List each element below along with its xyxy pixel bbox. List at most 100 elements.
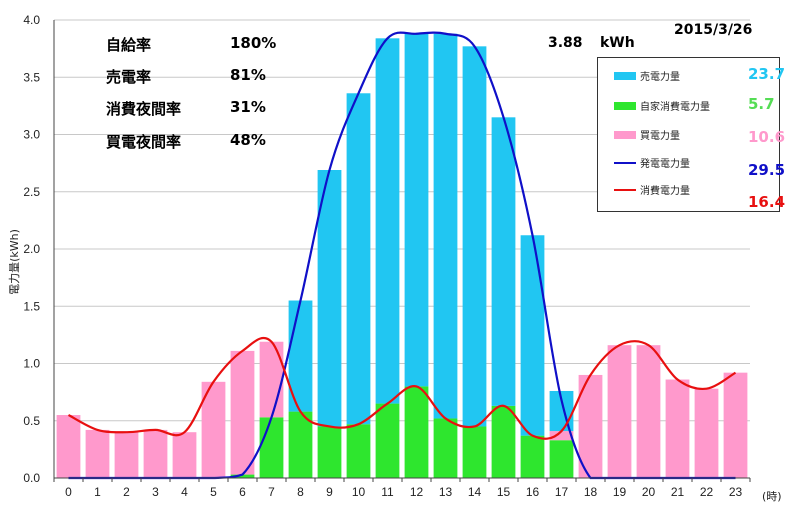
legend-value-consumption: 16.4 bbox=[748, 193, 786, 211]
stat-label-night-purchase: 買電夜間率 bbox=[106, 133, 182, 151]
bar-s2-h15 bbox=[491, 117, 516, 406]
bar-s1-h3 bbox=[143, 429, 168, 478]
bar-s0-h12 bbox=[404, 386, 429, 478]
legend-label-self-consumption: 自家消費電力量 bbox=[640, 102, 710, 113]
y-tick-label-3: 1.5 bbox=[23, 299, 40, 313]
x-tick-label-17: 17 bbox=[555, 485, 569, 499]
bar-s0-h11 bbox=[375, 403, 400, 478]
x-tick-label-5: 5 bbox=[210, 485, 217, 499]
y-tick-label-5: 2.5 bbox=[23, 185, 40, 199]
legend-item-sell: 売電力量 bbox=[614, 68, 680, 83]
x-tick-label-9: 9 bbox=[326, 485, 333, 499]
bar-s2-h12 bbox=[404, 33, 429, 387]
bar-s1-h6 bbox=[230, 350, 255, 475]
bar-s1-h17 bbox=[549, 431, 574, 441]
bar-s2-h10 bbox=[346, 93, 371, 425]
bar-s0-h17 bbox=[549, 440, 574, 478]
x-tick-label-8: 8 bbox=[297, 485, 304, 499]
bar-layer bbox=[56, 33, 748, 478]
bar-s1-h22 bbox=[694, 388, 719, 478]
bar-s0-h8 bbox=[288, 411, 313, 478]
x-tick-label-23: 23 bbox=[729, 485, 743, 499]
x-tick-label-7: 7 bbox=[268, 485, 275, 499]
axes bbox=[53, 20, 751, 482]
legend-swatch-consumption bbox=[614, 188, 636, 191]
legend-swatch-generation bbox=[614, 161, 636, 164]
bar-s1-h23 bbox=[723, 372, 748, 478]
bar-s2-h11 bbox=[375, 38, 400, 404]
y-axis-label: 電力量(kWh) bbox=[8, 229, 21, 295]
legend-item-consumption: 消費電力量 bbox=[614, 182, 690, 197]
legend-label-purchase: 買電力量 bbox=[640, 131, 680, 142]
bar-s2-h14 bbox=[462, 46, 487, 427]
y-tick-labels: 0.0 0.5 1.0 1.5 2.0 2.5 3.0 3.5 4.0 bbox=[23, 13, 40, 485]
stat-value-self-sufficiency: 180% bbox=[230, 34, 277, 52]
legend-item-purchase: 買電力量 bbox=[614, 127, 680, 142]
y-tick-label-8: 4.0 bbox=[23, 13, 40, 27]
bar-s1-h4 bbox=[172, 432, 197, 478]
stat-value-night-consumption: 31% bbox=[230, 98, 266, 116]
legend-value-self-consumption: 5.7 bbox=[748, 95, 775, 113]
total-generation-value: 3.88 bbox=[548, 35, 583, 51]
legend-label-consumption: 消費電力量 bbox=[640, 186, 690, 197]
x-tick-label-11: 11 bbox=[381, 485, 394, 499]
x-tick-label-15: 15 bbox=[497, 485, 511, 499]
stat-value-night-purchase: 48% bbox=[230, 131, 266, 149]
x-tick-label-1: 1 bbox=[94, 485, 101, 499]
legend-label-generation: 発電電力量 bbox=[640, 159, 690, 170]
x-tick-label-19: 19 bbox=[613, 485, 627, 499]
legend-swatch-self-consumption bbox=[614, 101, 636, 110]
x-axis-unit: (時) bbox=[762, 490, 782, 503]
legend-item-self-consumption: 自家消費電力量 bbox=[614, 98, 710, 113]
x-tick-label-20: 20 bbox=[642, 485, 656, 499]
x-tick-label-4: 4 bbox=[181, 485, 188, 499]
x-tick-label-0: 0 bbox=[65, 485, 72, 499]
y-tick-label-6: 3.0 bbox=[23, 128, 40, 142]
x-tick-label-12: 12 bbox=[410, 485, 424, 499]
bar-s0-h15 bbox=[491, 405, 516, 478]
legend-value-purchase: 10.6 bbox=[748, 128, 786, 146]
stat-value-sell-rate: 81% bbox=[230, 66, 266, 84]
bar-s1-h5 bbox=[201, 381, 226, 478]
bar-s0-h6 bbox=[230, 474, 255, 478]
x-tick-label-16: 16 bbox=[526, 485, 540, 499]
bar-s0-h7 bbox=[259, 417, 284, 478]
legend-swatch-purchase bbox=[614, 130, 636, 139]
bar-s1-h19 bbox=[607, 345, 632, 478]
y-tick-label-2: 1.0 bbox=[23, 357, 40, 371]
bar-s2-h9 bbox=[317, 169, 342, 427]
x-tick-label-22: 22 bbox=[700, 485, 714, 499]
x-tick-labels: 0 1 2 3 4 5 6 7 8 9 10 11 12 13 14 15 16 17 18 19 20 21 22 23 bbox=[65, 485, 742, 499]
x-tick-label-13: 13 bbox=[439, 485, 453, 499]
y-tick-label-7: 3.5 bbox=[23, 70, 40, 84]
chart-date: 2015/3/26 bbox=[674, 22, 753, 38]
legend-item-generation: 発電電力量 bbox=[614, 155, 690, 170]
stat-label-night-consumption: 消費夜間率 bbox=[106, 100, 182, 118]
bar-s0-h10 bbox=[346, 424, 371, 478]
x-tick-label-21: 21 bbox=[671, 485, 685, 499]
bar-s1-h20 bbox=[636, 345, 661, 478]
bar-s1-h21 bbox=[665, 379, 690, 478]
x-tick-label-14: 14 bbox=[468, 485, 482, 499]
stat-label-sell-rate: 売電率 bbox=[106, 68, 152, 86]
bar-s0-h14 bbox=[462, 426, 487, 478]
bar-s1-h2 bbox=[114, 432, 139, 478]
bar-s0-h13 bbox=[433, 418, 458, 478]
x-tick-label-3: 3 bbox=[152, 485, 159, 499]
bar-s1-h1 bbox=[85, 429, 110, 478]
grid-lines bbox=[54, 19, 750, 479]
legend-swatch-sell bbox=[614, 71, 636, 80]
legend: 売電力量 自家消費電力量 買電力量 発電電力量 消費電力量 bbox=[597, 57, 780, 212]
x-tick-label-6: 6 bbox=[239, 485, 246, 499]
bar-s1-h7 bbox=[259, 341, 284, 418]
bar-s2-h13 bbox=[433, 33, 458, 419]
legend-value-generation: 29.5 bbox=[748, 161, 786, 179]
bar-s2-h16 bbox=[520, 235, 545, 436]
total-generation-unit: kWh bbox=[600, 35, 635, 51]
bar-s0-h9 bbox=[317, 426, 342, 478]
bar-s1-h0 bbox=[56, 415, 81, 478]
x-tick-label-18: 18 bbox=[584, 485, 598, 499]
legend-label-sell: 売電力量 bbox=[640, 72, 680, 83]
x-tick-label-10: 10 bbox=[352, 485, 366, 499]
